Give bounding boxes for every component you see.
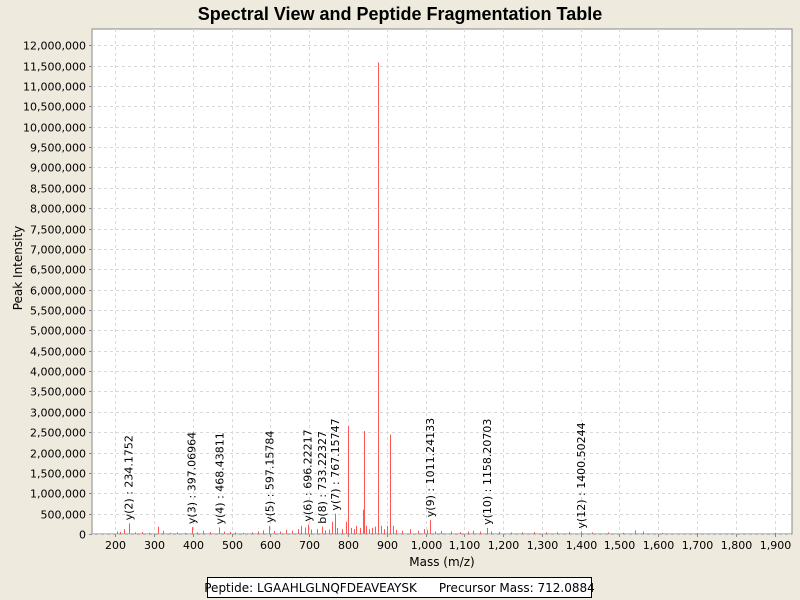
grid	[92, 29, 792, 535]
chart-title: Spectral View and Peptide Fragmentation …	[198, 4, 602, 24]
peak-label: y(9) : 1011.24133	[424, 418, 437, 517]
x-tick-label: 1,700	[682, 539, 714, 552]
x-tick-label: 400	[183, 539, 204, 552]
x-tick-label: 1,100	[449, 539, 481, 552]
y-tick-label: 8,000,000	[30, 203, 86, 216]
peak-label: b(8) : 733.22327	[316, 431, 329, 524]
peak-label: y(10) : 1158.20703	[481, 419, 494, 525]
y-tick-label: 8,500,000	[30, 183, 86, 196]
y-tick-label: 11,000,000	[23, 81, 86, 94]
x-tick-label: 800	[338, 539, 359, 552]
peak-label: y(6) : 696.22217	[302, 429, 315, 521]
peak-label: y(12) : 1400.50244	[575, 422, 588, 528]
x-tick-label: 1,800	[721, 539, 753, 552]
y-tick-label: 3,500,000	[30, 386, 86, 399]
x-tick-label: 1,200	[488, 539, 520, 552]
x-tick-label: 1,500	[604, 539, 636, 552]
x-tick-label: 900	[377, 539, 398, 552]
y-tick-label: 0	[79, 529, 86, 542]
y-tick-label: 11,500,000	[23, 61, 86, 74]
y-tick-label: 6,500,000	[30, 264, 86, 277]
y-tick-label: 2,000,000	[30, 448, 86, 461]
y-tick-label: 3,000,000	[30, 407, 86, 420]
y-axis-label: Peak Intensity	[11, 226, 25, 311]
y-tick-label: 2,500,000	[30, 427, 86, 440]
y-tick-label: 7,500,000	[30, 224, 86, 237]
x-tick-label: 500	[222, 539, 243, 552]
x-tick-label: 200	[105, 539, 126, 552]
peak-label: y(7) : 767.15747	[329, 418, 342, 510]
peak-label: y(5) : 597.15784	[263, 431, 276, 523]
y-tick-label: 9,000,000	[30, 162, 86, 175]
peptide-label: Peptide: LGAAHLGLNQFDEAVEAYSK	[204, 580, 417, 595]
y-tick-label: 6,000,000	[30, 285, 86, 298]
y-tick-label: 1,000,000	[30, 488, 86, 501]
y-tick-label: 10,000,000	[23, 122, 86, 135]
y-axis: 0 500,000 1,000,000 1,500,000 2,000,000 2,500…	[23, 40, 92, 542]
legend-box: Peptide: LGAAHLGLNQFDEAVEAYSK Precursor …	[204, 577, 595, 598]
x-axis-label: Mass (m/z)	[409, 555, 474, 569]
y-tick-label: 4,500,000	[30, 346, 86, 359]
x-tick-label: 1,300	[527, 539, 559, 552]
peaks	[117, 62, 776, 534]
y-tick-label: 1,500,000	[30, 468, 86, 481]
x-tick-label: 300	[144, 539, 165, 552]
x-tick-label: 1,000	[411, 539, 443, 552]
y-tick-label: 12,000,000	[23, 40, 86, 53]
y-tick-label: 5,500,000	[30, 305, 86, 318]
y-tick-label: 4,000,000	[30, 366, 86, 379]
peak-annotations: y(2) : 234.1752 y(3) : 397.06964 y(4) : 46…	[123, 418, 588, 529]
y-tick-label: 500,000	[41, 509, 87, 522]
x-tick-label: 600	[260, 539, 281, 552]
y-tick-label: 10,500,000	[23, 101, 86, 114]
y-tick-label: 5,000,000	[30, 325, 86, 338]
precursor-mass-label: Precursor Mass: 712.0884	[438, 580, 595, 595]
x-tick-label: 1,900	[760, 539, 792, 552]
x-tick-label: 700	[299, 539, 320, 552]
plot-area	[91, 28, 793, 535]
peak-label: y(2) : 234.1752	[123, 435, 136, 520]
x-tick-label: 1,600	[643, 539, 675, 552]
y-tick-label: 9,500,000	[30, 142, 86, 155]
peak-label: y(4) : 468.43811	[213, 432, 226, 524]
y-tick-label: 7,000,000	[30, 244, 86, 257]
x-axis: 200 300 400 500 600 700 800 900 1,000 1,100 1,200 1…	[105, 534, 791, 552]
x-tick-label: 1,400	[566, 539, 598, 552]
peak-label: y(3) : 397.06964	[186, 432, 199, 524]
